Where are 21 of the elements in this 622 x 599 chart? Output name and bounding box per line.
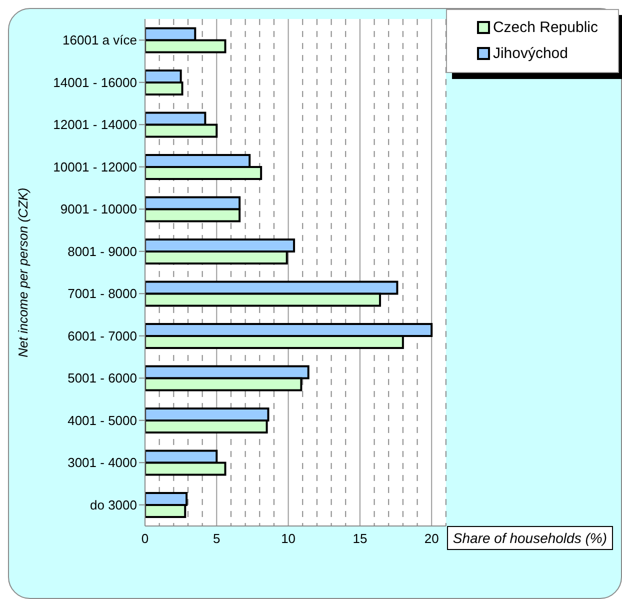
y-tick-label: 4001 - 5000 [68, 412, 137, 428]
x-tick-label: 10 [281, 531, 296, 546]
y-tick-label: 9001 - 10000 [60, 202, 137, 217]
legend-label: Czech Republic [492, 18, 598, 38]
legend-label: Jihovýchod [492, 44, 569, 64]
y-tick-label: 8001 - 9000 [68, 244, 137, 259]
y-tick-label: 14001 - 16000 [53, 74, 137, 90]
x-tick-label: 0 [141, 531, 149, 546]
y-tick-label: do 3000 [90, 497, 137, 512]
y-tick-label: 3001 - 4000 [68, 455, 137, 470]
y-tick-label: 12001 - 14000 [53, 117, 137, 132]
y-tick-label: 16001 a více [62, 32, 137, 48]
y-axis-title: Net income per person (CZK) [16, 188, 31, 358]
x-tick-label: 15 [352, 531, 368, 546]
x-tick-label: 20 [424, 531, 439, 546]
y-tick-label: 7001 - 8000 [68, 286, 137, 302]
y-tick-label: 10001 - 12000 [53, 159, 137, 174]
y-tick-label: 6001 - 7000 [68, 328, 137, 344]
x-axis-title: Share of households (%) [446, 526, 613, 550]
y-tick-label: 5001 - 6000 [68, 370, 137, 386]
x-tick-label: 5 [213, 531, 220, 546]
